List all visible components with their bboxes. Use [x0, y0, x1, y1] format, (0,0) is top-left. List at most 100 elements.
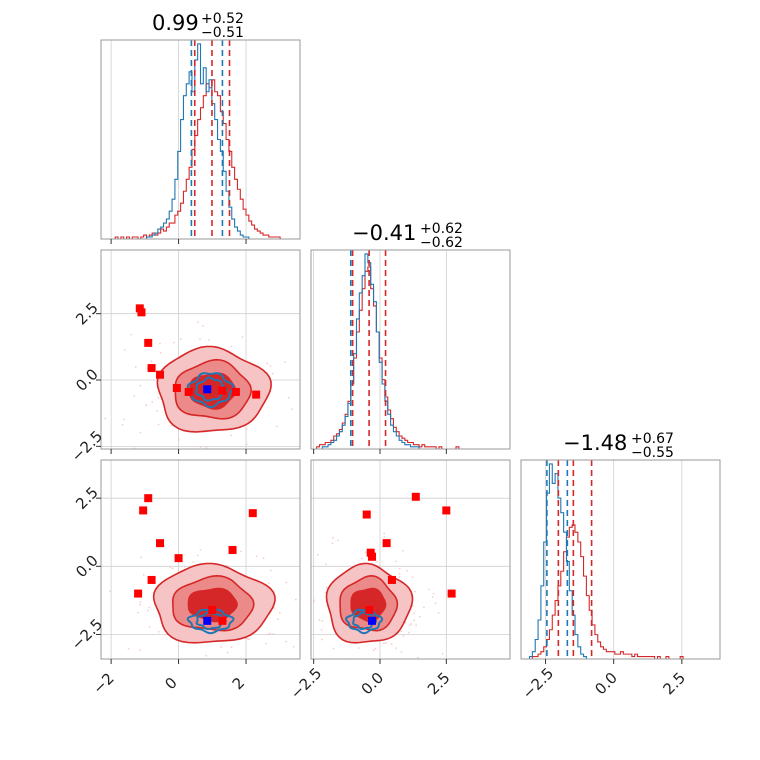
- scatter-dot: [183, 565, 186, 568]
- scatter-dot: [413, 619, 416, 622]
- scatter-dot: [228, 467, 230, 469]
- scatter-dot: [142, 574, 145, 576]
- xtick-label-p2-0: −2.5: [287, 664, 325, 702]
- plot-area-3: [312, 492, 456, 659]
- scatter-dot: [408, 631, 410, 634]
- title-param-1: 0.99: [152, 11, 199, 35]
- scatter-dot: [323, 416, 325, 418]
- scatter-dot: [205, 654, 208, 657]
- scatter-dot: [122, 418, 125, 421]
- scatter-dot: [427, 588, 430, 591]
- scatter-dot: [148, 626, 151, 628]
- scatter-dot: [402, 635, 405, 638]
- blue-marker: [203, 616, 212, 625]
- scatter-dot: [226, 651, 229, 654]
- red-marker: [442, 506, 451, 515]
- scatter-dot: [150, 360, 153, 363]
- title-param-3-sub: −0.55: [631, 445, 674, 461]
- scatter-dot: [307, 379, 309, 381]
- plot-area-1: [104, 304, 325, 476]
- title-param-3: −1.48: [563, 431, 627, 455]
- scatter-dot: [301, 427, 303, 429]
- scatter-dot: [400, 650, 403, 653]
- scatter-dot: [418, 615, 421, 618]
- title-param-1-sub: −0.51: [201, 25, 244, 41]
- scatter-dot: [324, 591, 327, 594]
- scatter-dot: [376, 560, 379, 563]
- red-marker: [156, 370, 165, 379]
- hist-panel-2: [310, 249, 511, 454]
- red-marker: [174, 554, 183, 563]
- scatter-dot: [134, 366, 137, 368]
- frame-2d-1: [100, 249, 301, 450]
- scatter-dot: [192, 561, 195, 564]
- scatter-dot: [139, 384, 142, 387]
- red-marker: [218, 616, 227, 625]
- truth-contour-1-1: [194, 376, 228, 402]
- red-marker: [368, 552, 377, 561]
- scatter-dot: [157, 423, 160, 426]
- scatter-dot: [337, 539, 339, 542]
- scatter-dot: [321, 638, 324, 641]
- scatter-dot: [246, 637, 249, 640]
- scatter-dot: [186, 691, 188, 693]
- red-marker: [184, 387, 193, 396]
- red-marker: [218, 386, 227, 395]
- scatter-dot: [230, 345, 233, 348]
- scatter-dot: [156, 409, 159, 412]
- red-marker: [387, 575, 396, 584]
- scatter-dot: [441, 652, 444, 655]
- scatter-dot: [383, 536, 386, 538]
- scatter-dot: [255, 555, 258, 558]
- panel-2d-3: [310, 459, 511, 664]
- scatter-dot: [140, 556, 142, 559]
- scatter-dot: [324, 563, 327, 566]
- scatter-dot: [237, 454, 239, 456]
- truth-contour-3-1: [352, 611, 378, 631]
- scatter-dot: [139, 601, 142, 603]
- scatter-dot: [264, 642, 267, 645]
- scatter-dot: [199, 549, 202, 551]
- scatter-dot: [245, 443, 248, 446]
- scatter-dot: [417, 656, 420, 659]
- scatter-dot: [130, 333, 133, 336]
- scatter-dot: [147, 609, 149, 612]
- title-param-2: −0.41: [352, 221, 416, 245]
- scatter-dot: [266, 362, 269, 365]
- scatter-dot: [411, 576, 414, 579]
- scatter-dot: [398, 567, 401, 570]
- scatter-dot: [390, 643, 393, 646]
- scatter-dot: [267, 664, 269, 666]
- scatter-dot: [177, 439, 180, 441]
- scatter-dot: [226, 564, 228, 567]
- red-marker: [147, 575, 156, 584]
- scatter-dot: [374, 647, 377, 650]
- scatter-dot: [139, 649, 141, 652]
- hist-truth-1: [101, 43, 300, 240]
- scatter-dot: [287, 396, 290, 399]
- scatter-dot: [130, 684, 132, 686]
- scatter-dot: [172, 341, 175, 344]
- xtick-label-p3-1: 0.0: [591, 669, 621, 699]
- scatter-dot: [268, 582, 270, 584]
- scatter-dot: [163, 474, 165, 476]
- scatter-dot: [291, 408, 293, 411]
- red-marker: [144, 494, 153, 503]
- scatter-dot: [415, 624, 418, 627]
- hist-inference-3: [521, 524, 720, 660]
- red-marker: [252, 390, 261, 399]
- red-marker: [248, 509, 257, 518]
- frame-2d-3: [310, 459, 511, 660]
- scatter-dot: [313, 599, 315, 601]
- scatter-dot: [400, 630, 403, 633]
- scatter-dot: [275, 425, 278, 428]
- scatter-dot: [205, 446, 208, 449]
- scatter-dot: [262, 557, 265, 559]
- scatter-dot: [285, 581, 288, 584]
- plot-area-2: [108, 494, 297, 693]
- truth-contour-2-0: [186, 608, 235, 635]
- red-marker: [139, 506, 148, 515]
- ytick-label-p2-1: 0.0: [72, 365, 102, 395]
- scatter-dot: [312, 600, 315, 603]
- scatter-dot: [208, 339, 210, 341]
